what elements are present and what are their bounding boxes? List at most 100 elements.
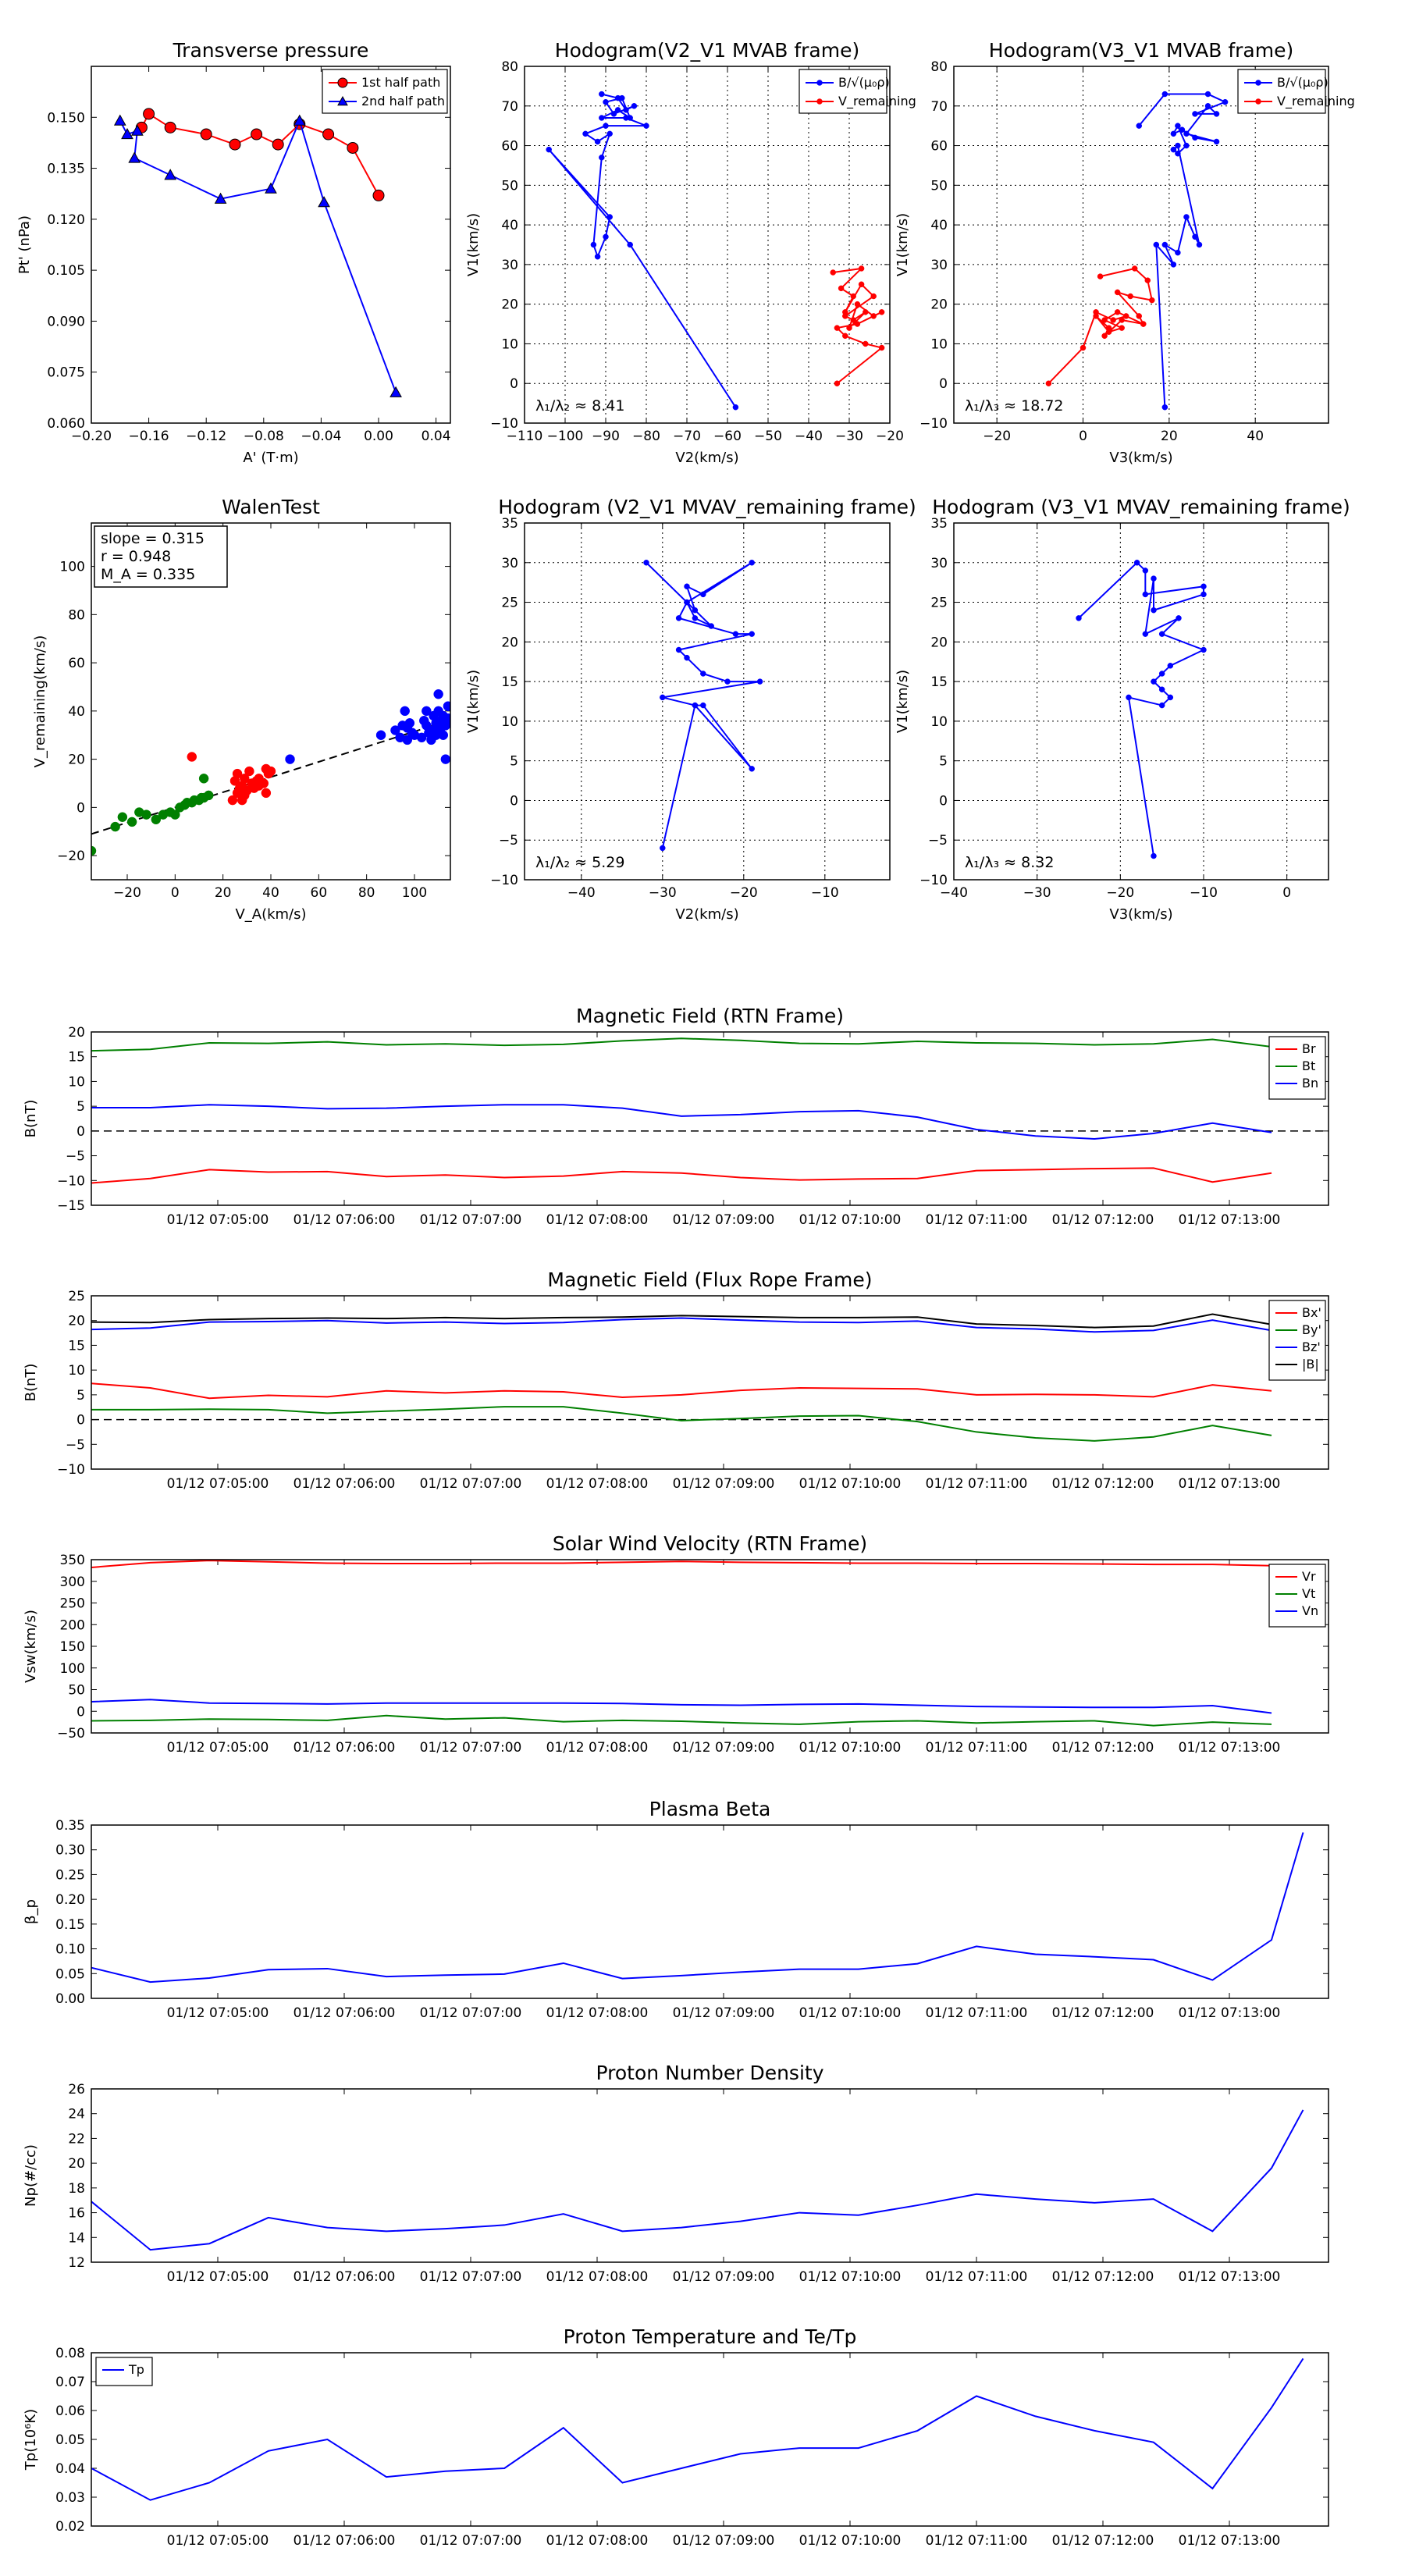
plot-area (1045, 91, 1229, 411)
y-tick-label: 200 (60, 1617, 85, 1633)
y-tick-label: 50 (930, 178, 948, 194)
x-tick-label: −40 (795, 429, 823, 444)
data-point (606, 130, 613, 137)
series-line-Vn (91, 1699, 1272, 1714)
data-point (643, 560, 649, 566)
y-tick-label: −20 (57, 849, 85, 864)
data-point (433, 688, 443, 699)
y-tick-label: 60 (930, 139, 948, 155)
data-point (265, 182, 277, 194)
time-tick-label: 01/12 07:05:00 (167, 2269, 269, 2285)
data-point (732, 404, 739, 411)
plot-area (91, 1313, 1329, 1442)
data-point (1076, 615, 1082, 621)
y-tick-label: 30 (501, 556, 518, 571)
y-tick-label: 10 (501, 714, 518, 730)
legend-label: By' (1302, 1322, 1321, 1337)
y-tick-label: 70 (501, 99, 518, 115)
legend (799, 69, 887, 114)
legend (322, 69, 448, 114)
data-point (756, 678, 763, 685)
data-point (863, 309, 869, 315)
data-point (117, 812, 128, 822)
data-point (842, 313, 848, 319)
data-point (1167, 663, 1174, 669)
x-tick-label: −40 (567, 885, 596, 901)
data-point (870, 293, 877, 300)
x-tick-label: −80 (632, 429, 660, 444)
y-tick-label: 24 (68, 2107, 85, 2122)
series-line (140, 112, 379, 196)
data-point (834, 380, 841, 386)
data-point (749, 631, 755, 637)
x-tick-label: 0 (1079, 429, 1087, 444)
time-tick-label: 01/12 07:09:00 (673, 1212, 775, 1228)
time-tick-label: 01/12 07:11:00 (926, 2533, 1028, 2549)
y-tick-label: 20 (501, 297, 518, 313)
plot-area (91, 1832, 1304, 1984)
data-point (1204, 91, 1211, 98)
time-tick-label: 01/12 07:12:00 (1052, 1212, 1154, 1228)
time-tick-label: 01/12 07:09:00 (673, 2005, 775, 2021)
axes-frame (91, 2088, 1329, 2263)
series-line-Bz' (91, 1317, 1272, 1333)
time-tick-label: 01/12 07:05:00 (167, 2005, 269, 2021)
data-point (126, 817, 137, 827)
data-point (606, 214, 613, 220)
y-tick-label: 30 (930, 258, 948, 273)
legend-label: Vn (1302, 1603, 1318, 1618)
data-point (445, 718, 450, 728)
data-point (1170, 130, 1177, 137)
y-tick-label: 10 (501, 336, 518, 352)
data-point (816, 80, 823, 86)
x-tick-label: −20 (113, 885, 141, 901)
chart-tp: 01/12 07:05:00 01/12 07:06:00 01/12 07:07:… (23, 2325, 1329, 2549)
x-tick-label: 0 (1282, 885, 1291, 901)
x-tick-label: −60 (713, 429, 742, 444)
time-tick-label: 01/12 07:09:00 (673, 1476, 775, 1492)
data-point (1200, 583, 1207, 589)
y-tick-label: 0.15 (55, 1917, 85, 1933)
data-point (724, 678, 731, 685)
stats-box (94, 525, 228, 588)
series-V_remaining (1045, 265, 1155, 386)
y-tick-label: 100 (60, 560, 85, 575)
x-tick-label: −20 (1106, 885, 1134, 901)
chart-title: WalenTest (222, 496, 320, 518)
chart-np: 01/12 07:05:00 01/12 07:06:00 01/12 07:07:… (23, 2062, 1329, 2285)
data-point (1144, 277, 1151, 283)
data-point (402, 735, 413, 745)
y-tick-label: 35 (930, 516, 948, 532)
data-point (404, 718, 415, 728)
x-tick-label: −0.20 (71, 429, 112, 444)
y-tick-label: −10 (57, 1173, 85, 1189)
data-point (1192, 134, 1198, 141)
data-point (1127, 293, 1133, 300)
y-tick-label: −5 (66, 1437, 85, 1453)
data-point (594, 138, 601, 145)
x-tick-label: 80 (358, 885, 375, 901)
y-tick-label: −50 (57, 1726, 85, 1742)
time-tick-label: 01/12 07:12:00 (1052, 2005, 1154, 2021)
y-tick-label: −10 (57, 1462, 85, 1478)
data-point (1192, 111, 1198, 117)
data-point (614, 107, 621, 113)
data-point (863, 340, 869, 347)
y-axis-label: B(nT) (23, 1364, 39, 1402)
time-tick-label: 01/12 07:09:00 (673, 2533, 775, 2549)
data-point (1170, 262, 1177, 268)
data-point (416, 732, 427, 743)
y-tick-label: 20 (68, 753, 85, 768)
y-tick-label: 15 (501, 674, 518, 690)
x-tick-label: −40 (940, 885, 968, 901)
y-tick-label: 25 (68, 1289, 85, 1304)
data-point (675, 646, 682, 653)
data-point (1175, 123, 1181, 129)
data-point (1142, 591, 1149, 598)
chart-beta: 01/12 07:05:00 01/12 07:06:00 01/12 07:07:… (23, 1798, 1329, 2021)
data-point (1170, 146, 1177, 153)
data-point (1200, 591, 1207, 598)
chart-hr31: −40 −30 −20 −10 0 −10 −5 0 5 10 15 20 25 30 35Hodogram… (895, 496, 1350, 923)
x-axis-label: V_A(km/s) (235, 906, 306, 923)
time-tick-label: 01/12 07:05:00 (167, 2533, 269, 2549)
